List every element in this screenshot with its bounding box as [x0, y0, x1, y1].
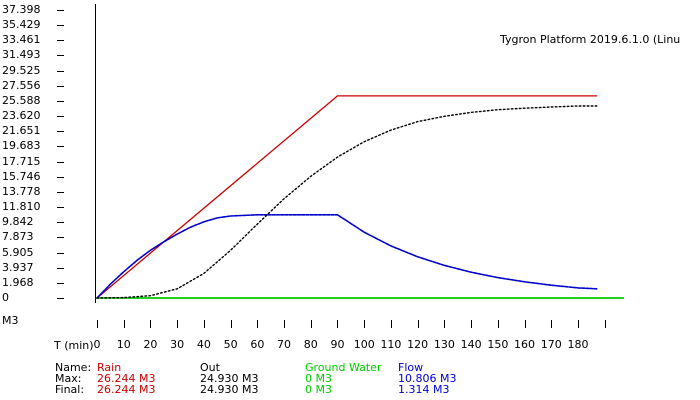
x-tick-label: 180: [567, 338, 589, 351]
y-tick-label: 27.556: [2, 78, 41, 92]
legend-row-label-name: Name:: [55, 361, 92, 374]
x-tick-label: 170: [540, 338, 562, 351]
y-tick-label: 37.398: [2, 3, 41, 16]
y-tick-label: 9.842: [2, 215, 34, 229]
x-tick-label: 90: [330, 338, 345, 351]
x-axis-title: T (min): [54, 339, 94, 352]
legend-row-label-final: Final:: [55, 383, 85, 396]
series-line-rain: [96, 95, 598, 299]
legend-row-label-max: Max:: [55, 372, 82, 385]
x-tick-label: 80: [303, 338, 318, 351]
legend-final-out: 24.930 M3: [200, 383, 259, 396]
y-tick-label: 3.937: [2, 260, 34, 274]
legend-final-ground-water: 0 M3: [305, 383, 332, 396]
y-tick-label: 25.588: [2, 93, 41, 107]
legend-max-rain: 26.244 M3: [97, 372, 156, 385]
y-tick-label: 23.620: [2, 109, 41, 123]
x-tick-label: 140: [460, 338, 482, 351]
y-tick-label: 35.429: [2, 18, 41, 32]
y-tick-label: 21.651: [2, 124, 41, 138]
x-tick-label: 130: [433, 338, 455, 351]
series-line-flow: [96, 214, 598, 299]
x-tick-label: 110: [380, 338, 402, 351]
x-tick-label: 60: [250, 338, 265, 351]
y-tick-label: 31.493: [2, 48, 41, 62]
x-tick-label: 160: [514, 338, 536, 351]
x-tick-label: 0: [93, 338, 101, 351]
y-tick-label: 7.873: [2, 230, 34, 244]
y-tick-label: 19.683: [2, 139, 41, 153]
x-tick-label: 50: [223, 338, 238, 351]
chart-title: Tygron Platform 2019.6.1.0 (Linu: [500, 33, 681, 46]
y-tick-label: 33.461: [2, 33, 41, 47]
y-tick-label: 15.746: [2, 169, 41, 183]
y-tick-label: 29.525: [2, 63, 41, 77]
series-line-out: [96, 105, 598, 299]
y-tick-label: 0: [2, 291, 9, 304]
x-tick-label: 20: [143, 338, 158, 351]
x-tick-label: 150: [487, 338, 509, 351]
legend-max-flow: 10.806 M3: [398, 372, 457, 385]
legend-max-out: 24.930 M3: [200, 372, 259, 385]
y-axis-unit-label: M3: [2, 314, 19, 327]
x-tick-label: 30: [170, 338, 185, 351]
legend-name-flow: Flow: [398, 361, 424, 374]
y-tick-label: 1.968: [2, 275, 34, 289]
y-tick-label: 5.905: [2, 245, 34, 259]
legend-name-out: Out: [200, 361, 220, 374]
y-tick-label: 17.715: [2, 154, 41, 168]
x-tick-label: 10: [116, 338, 131, 351]
legend-final-flow: 1.314 M3: [398, 383, 450, 396]
x-tick-label: 100: [353, 338, 375, 351]
y-tick-label: 13.778: [2, 184, 41, 198]
legend-name-ground-water: Ground Water: [305, 361, 382, 374]
legend-max-ground-water: 0 M3: [305, 372, 332, 385]
x-tick-label: 40: [196, 338, 211, 351]
legend-final-rain: 26.244 M3: [97, 383, 156, 396]
y-tick-label: 11.810: [2, 200, 41, 214]
legend-name-rain: Rain: [97, 361, 122, 374]
x-tick-label: 120: [407, 338, 429, 351]
x-tick-label: 70: [277, 338, 292, 351]
